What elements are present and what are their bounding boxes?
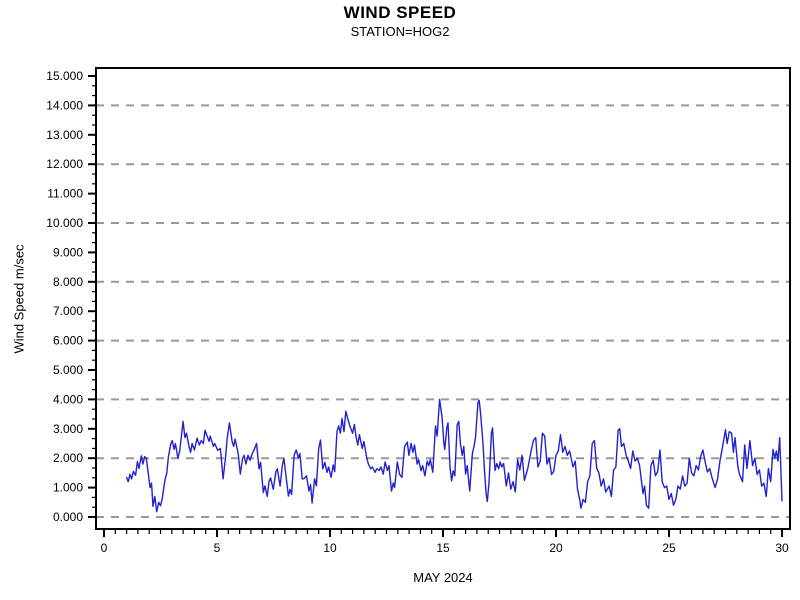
y-tick-label: 12.000 xyxy=(46,157,83,171)
x-tick-label: 30 xyxy=(775,541,789,555)
y-tick-label: 1.000 xyxy=(53,481,83,495)
y-axis-label: Wind Speed m/sec xyxy=(11,244,27,354)
y-tick-label: 3.000 xyxy=(53,422,83,436)
y-tick-label: 6.000 xyxy=(53,334,83,348)
y-tick-label: 7.000 xyxy=(53,304,83,318)
x-tick-label: 25 xyxy=(662,541,676,555)
y-tick-label: 14.000 xyxy=(46,98,83,112)
x-tick-label: 5 xyxy=(214,541,221,555)
x-tick-label: 0 xyxy=(101,541,108,555)
y-tick-label: 11.000 xyxy=(47,187,83,201)
y-tick-label: 5.000 xyxy=(53,363,83,377)
y-tick-label: 0.000 xyxy=(53,510,83,524)
chart-title: WIND SPEED xyxy=(343,3,457,22)
y-tick-label: 4.000 xyxy=(53,392,83,406)
y-tick-label: 9.000 xyxy=(53,245,83,259)
y-tick-label: 15.000 xyxy=(46,69,83,83)
x-tick-label: 15 xyxy=(436,541,450,555)
y-tick-label: 13.000 xyxy=(46,128,83,142)
y-tick-label: 8.000 xyxy=(53,275,83,289)
x-axis-label: MAY 2024 xyxy=(413,570,473,585)
plot-frame xyxy=(95,67,791,530)
x-tick-label: 20 xyxy=(549,541,563,555)
y-tick-label: 10.000 xyxy=(46,216,83,230)
x-tick-label: 10 xyxy=(323,541,337,555)
wind-speed-series-line xyxy=(125,398,783,513)
y-tick-label: 2.000 xyxy=(53,451,83,465)
chart-subtitle: STATION=HOG2 xyxy=(350,24,450,39)
